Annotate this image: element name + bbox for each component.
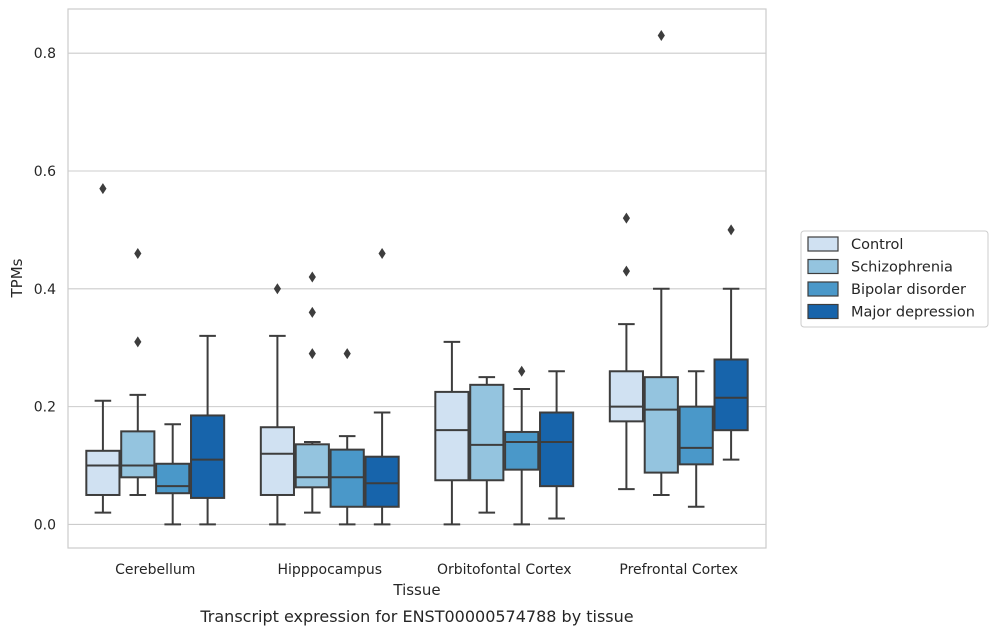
box-iqr <box>469 383 505 482</box>
box-iqr <box>504 430 540 471</box>
outlier-point <box>622 212 630 224</box>
outlier-point <box>727 224 735 236</box>
legend-label: Control <box>851 237 903 253</box>
box-group <box>608 212 644 491</box>
y-tick-label: 0.0 <box>34 517 56 533</box>
box-iqr <box>678 405 714 466</box>
chart-caption: Transcript expression for ENST0000057478… <box>199 607 633 626</box>
box-iqr <box>259 426 295 496</box>
box-group <box>469 376 505 514</box>
legend-label: Major depression <box>851 305 975 321</box>
box-iqr <box>85 449 121 496</box>
legend-frame <box>800 230 989 328</box>
box-group <box>85 183 121 514</box>
y-tick-label: 0.4 <box>34 282 56 298</box>
x-tick-label: Hipppocampus <box>277 562 382 578</box>
box-group <box>678 370 714 508</box>
box-group <box>504 365 540 526</box>
outlier-point <box>343 348 351 360</box>
box-iqr <box>434 390 470 482</box>
legend: Control Schizophrenia Bipolar disorder Majo… <box>800 230 989 328</box>
outlier-point <box>308 306 316 318</box>
y-tick-label: 0.8 <box>34 46 56 62</box>
box-iqr <box>713 358 749 432</box>
y-tick-label: 0.6 <box>34 164 56 180</box>
y-tick-label: 0.2 <box>34 400 56 416</box>
legend-swatch <box>807 258 839 275</box>
outlier-point <box>273 283 281 295</box>
box-group <box>259 283 295 526</box>
box-iqr <box>364 455 400 508</box>
box-iqr <box>643 376 679 474</box>
legend-swatch <box>807 236 839 252</box>
outlier-point <box>622 265 630 277</box>
x-tick-label: Prefrontal Cortex <box>619 562 738 578</box>
box-group <box>643 30 679 496</box>
box-group <box>155 423 191 526</box>
box-groups <box>85 30 749 526</box>
box-iqr <box>608 370 644 423</box>
legend-swatch <box>807 303 839 320</box>
legend-label: Schizophrenia <box>851 260 953 276</box>
box-iqr <box>120 430 156 479</box>
outlier-point <box>308 348 316 360</box>
outlier-point <box>518 365 526 377</box>
outlier-point <box>378 247 386 259</box>
y-axis-ticks: 0.0 0.2 0.4 0.6 0.8 <box>34 46 56 533</box>
legend-swatch <box>807 281 839 297</box>
plot-frame <box>67 8 767 549</box>
y-gridlines <box>68 52 766 525</box>
outlier-point <box>134 336 142 348</box>
box-iqr <box>294 443 330 489</box>
outlier-point <box>657 30 665 42</box>
x-tick-label: Cerebellum <box>115 562 195 578</box>
legend-label: Bipolar disorder <box>851 282 966 298</box>
box-group <box>329 348 365 526</box>
box-group <box>539 370 575 520</box>
box-iqr <box>190 414 226 499</box>
x-axis-ticks: Cerebellum Hipppocampus Orbitofontal Corte… <box>115 562 738 578</box>
y-axis-label: TPMs <box>8 258 26 298</box>
box-iqr <box>539 411 575 488</box>
outlier-point <box>134 247 142 259</box>
box-iqr <box>155 462 191 495</box>
x-axis-label: Tissue <box>392 581 440 599</box>
outlier-point <box>308 271 316 283</box>
x-tick-label: Orbitofontal Cortex <box>437 562 572 578</box>
box-group <box>713 224 749 461</box>
box-group <box>294 271 330 514</box>
box-group <box>434 340 470 526</box>
box-group <box>364 247 400 526</box>
outlier-point <box>99 183 107 195</box>
box-group <box>120 247 156 496</box>
box-group <box>190 334 226 526</box>
